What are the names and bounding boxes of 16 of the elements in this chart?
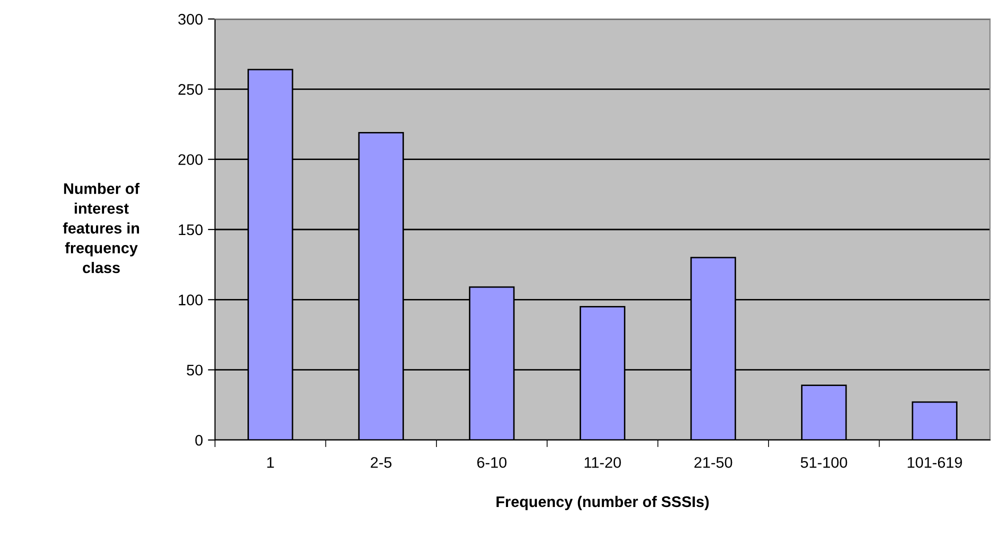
x-tick-label: 1 [267,457,274,468]
y-axis-title: Number of interest features in frequency class [62,182,140,274]
x-tick-label: 11-20 [584,457,621,468]
y-tick-label: 50 [186,364,203,376]
x-tick-label: 21-50 [694,457,732,468]
y-tick-label: 250 [178,84,203,95]
y-tick-label: 200 [178,154,203,166]
x-tick-label: 101-619 [908,457,962,468]
y-tick-label: 100 [178,294,203,306]
y-tick-label: 0 [195,434,203,446]
x-axis-title: Frequency (number of SSSIs) [496,496,709,510]
x-tick-label: 51-100 [800,457,848,468]
x-tick-label: 2-5 [370,457,392,468]
y-tick-label: 300 [178,14,203,25]
x-tick-label: 6-10 [477,457,506,468]
y-tick-label: 150 [178,224,203,236]
